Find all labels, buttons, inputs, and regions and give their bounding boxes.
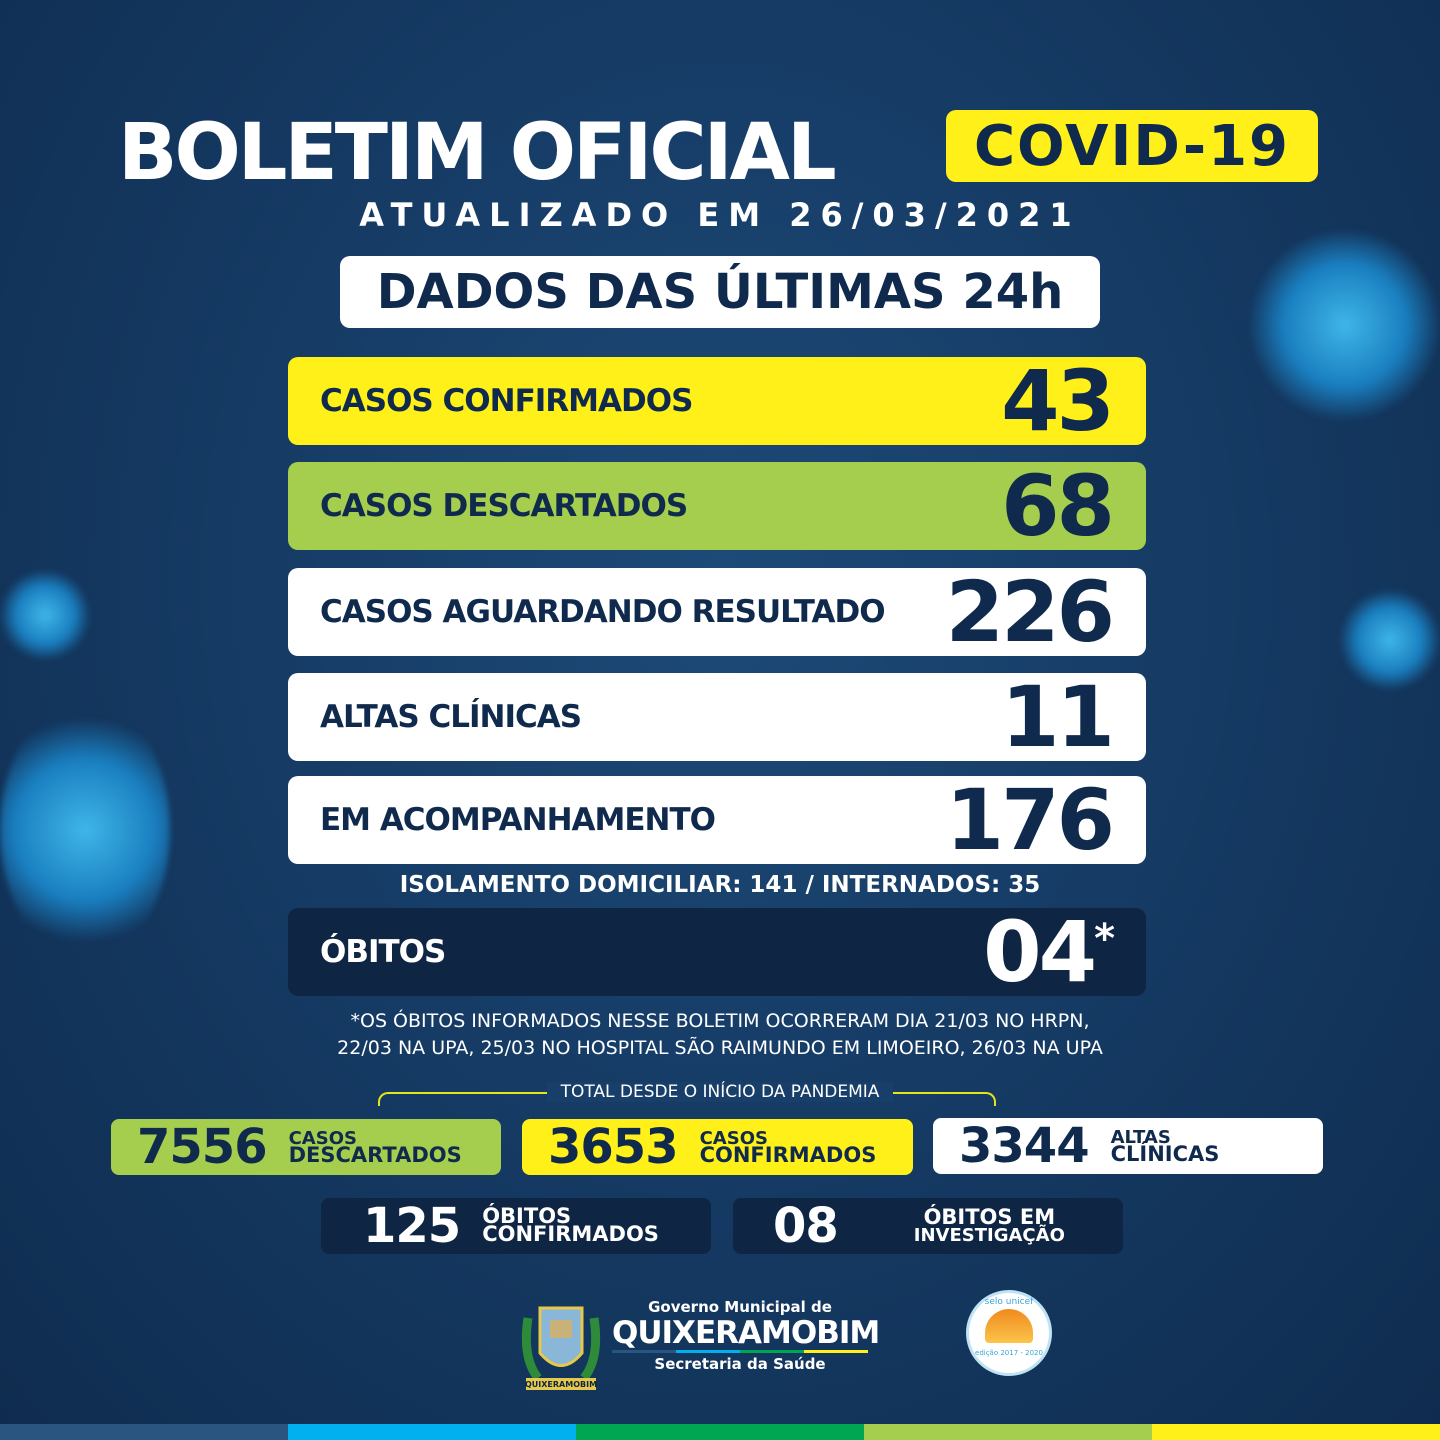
total-label: DESCARTADOS: [288, 1142, 462, 1167]
stripe-3: [576, 1424, 864, 1440]
total-value: 08: [773, 1198, 839, 1254]
virus-decoration: [0, 700, 170, 960]
unicef-seal: selo unicef edição 2017 - 2020: [966, 1290, 1052, 1376]
stat-value: 04*: [983, 903, 1115, 1001]
city-crest-logo: QUIXERAMOBIM: [518, 1298, 604, 1402]
stat-awaiting: CASOS AGUARDANDO RESULTADO 226: [288, 563, 1146, 661]
stat-value: 226: [945, 563, 1115, 661]
stat-monitoring: EM ACOMPANHAMENTO 176: [288, 771, 1146, 869]
virus-decoration: [0, 570, 90, 660]
total-label: CONFIRMADOS: [699, 1142, 877, 1167]
total-label: CONFIRMADOS: [482, 1222, 659, 1246]
deaths-note: *OS ÓBITOS INFORMADOS NESSE BOLETIM OCOR…: [0, 1008, 1440, 1062]
stat-label: CASOS CONFIRMADOS: [320, 383, 693, 419]
stat-discarded: CASOS DESCARTADOS 68: [288, 457, 1146, 555]
government-logo: Governo Municipal de QUIXERAMOBIM Secret…: [612, 1298, 880, 1373]
total-label: ÓBITOS: [482, 1204, 572, 1228]
total-label: CLÍNICAS: [1110, 1141, 1220, 1166]
total-deaths: 125 ÓBITOS CONFIRMADOS: [321, 1198, 711, 1254]
asterisk: *: [1094, 916, 1115, 962]
svg-text:QUIXERAMOBIM: QUIXERAMOBIM: [525, 1380, 597, 1389]
total-investigation: 08 ÓBITOS EM INVESTIGAÇÃO: [733, 1198, 1123, 1254]
total-label: ALTAS: [1110, 1126, 1171, 1148]
total-label: INVESTIGAÇÃO: [913, 1224, 1065, 1246]
total-value: 3344: [959, 1118, 1090, 1174]
stripe-2: [288, 1424, 576, 1440]
covid-badge: COVID-19: [946, 110, 1318, 182]
total-label: CASOS: [288, 1127, 357, 1149]
sun-icon: [985, 1309, 1033, 1343]
note-line: 22/03 NA UPA, 25/03 NO HOSPITAL SÃO RAIM…: [337, 1037, 1103, 1059]
seal-bottom-text: edição 2017 - 2020: [975, 1349, 1043, 1357]
totals-heading: TOTAL DESDE O INÍCIO DA PANDEMIA: [0, 1082, 1440, 1102]
updated-label: ATUALIZADO EM: [359, 196, 770, 234]
total-value: 7556: [137, 1119, 268, 1175]
stat-value: 68: [1001, 457, 1115, 555]
deaths-value: 04: [983, 903, 1097, 1001]
total-label: ÓBITOS EM: [923, 1204, 1056, 1229]
total-discarded: 7556 CASOS DESCARTADOS: [111, 1119, 501, 1175]
stat-deaths: ÓBITOS 04*: [288, 903, 1146, 1001]
stat-value: 176: [945, 771, 1115, 869]
virus-decoration: [1340, 590, 1440, 690]
dept-text: Secretaria da Saúde: [654, 1355, 826, 1373]
gov-text: Governo Municipal de: [648, 1298, 832, 1316]
totals-heading-text: TOTAL DESDE O INÍCIO DA PANDEMIA: [546, 1082, 894, 1102]
virus-decoration: [1250, 230, 1440, 420]
note-line: *OS ÓBITOS INFORMADOS NESSE BOLETIM OCOR…: [350, 1010, 1090, 1032]
stripe-4: [864, 1424, 1152, 1440]
monitoring-breakdown: ISOLAMENTO DOMICILIAR: 141 / INTERNADOS:…: [399, 872, 1041, 898]
city-name: QUIXERAMOBIM: [612, 1315, 880, 1351]
total-confirmed: 3653 CASOS CONFIRMADOS: [522, 1119, 913, 1175]
stat-label: EM ACOMPANHAMENTO: [320, 802, 716, 838]
total-discharges: 3344 ALTAS CLÍNICAS: [933, 1118, 1323, 1174]
date: 26/03/2021: [789, 196, 1081, 234]
seal-top-text: selo unicef: [984, 1297, 1034, 1307]
total-label: CASOS: [699, 1127, 768, 1149]
page-title: BOLETIM OFICIAL: [118, 108, 837, 198]
stat-value: 11: [1001, 668, 1115, 766]
stat-value: 43: [1001, 352, 1115, 450]
stat-confirmed: CASOS CONFIRMADOS 43: [288, 352, 1146, 450]
total-value: 3653: [548, 1119, 679, 1175]
period-label: DADOS DAS ÚLTIMAS 24h: [340, 256, 1100, 328]
color-bar: [612, 1350, 868, 1353]
stat-label: CASOS DESCARTADOS: [320, 488, 688, 524]
stripe-5: [1152, 1424, 1440, 1440]
stripe-1: [0, 1424, 288, 1440]
stat-label: ALTAS CLÍNICAS: [320, 699, 582, 735]
updated-date: ATUALIZADO EM 26/03/2021: [0, 196, 1440, 234]
stat-label: CASOS AGUARDANDO RESULTADO: [320, 594, 886, 630]
stat-discharges: ALTAS CLÍNICAS 11: [288, 668, 1146, 766]
stat-label: ÓBITOS: [320, 934, 446, 970]
total-value: 125: [363, 1198, 461, 1254]
